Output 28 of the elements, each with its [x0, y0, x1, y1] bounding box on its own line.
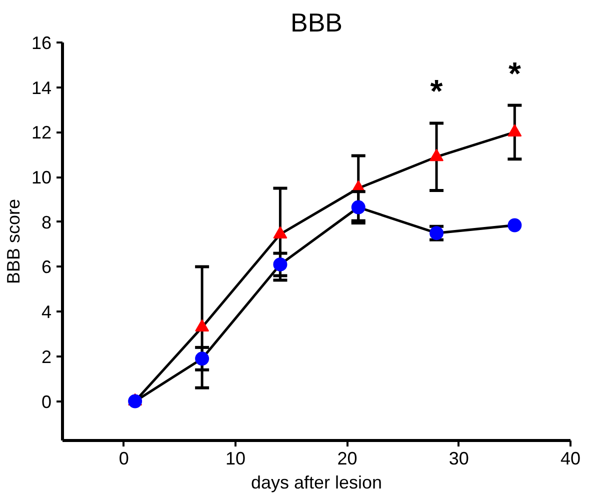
point: [195, 352, 210, 366]
y-axis-title: BBB score: [3, 198, 24, 284]
x-tick-label: 0: [118, 448, 129, 468]
y-tick-label: 16: [31, 33, 52, 53]
annotation: *: [430, 73, 444, 110]
y-tick-label: 10: [31, 168, 52, 188]
point: [273, 257, 288, 272]
chart-title: BBB: [290, 8, 343, 38]
y-tick-label: 0: [41, 392, 52, 412]
x-tick-label: 30: [448, 448, 469, 468]
y-tick-label: 14: [31, 78, 52, 98]
point: [508, 218, 522, 232]
point: [273, 226, 288, 238]
y-tick-label: 2: [41, 346, 52, 367]
point: [128, 394, 142, 408]
point: [195, 319, 210, 332]
point: [508, 124, 522, 136]
x-tick-label: 40: [560, 448, 581, 468]
y-tick-label: 6: [41, 257, 52, 278]
point: [351, 200, 366, 214]
x-axis-title: days after lesion: [250, 472, 382, 492]
annotation: *: [508, 55, 522, 92]
y-tick-label: 8: [41, 212, 52, 232]
y-tick-label: 12: [31, 122, 52, 143]
x-tick-label: 10: [226, 448, 246, 468]
y-tick-label: 4: [41, 302, 52, 322]
point: [430, 148, 444, 162]
x-tick-label: 20: [337, 448, 358, 468]
